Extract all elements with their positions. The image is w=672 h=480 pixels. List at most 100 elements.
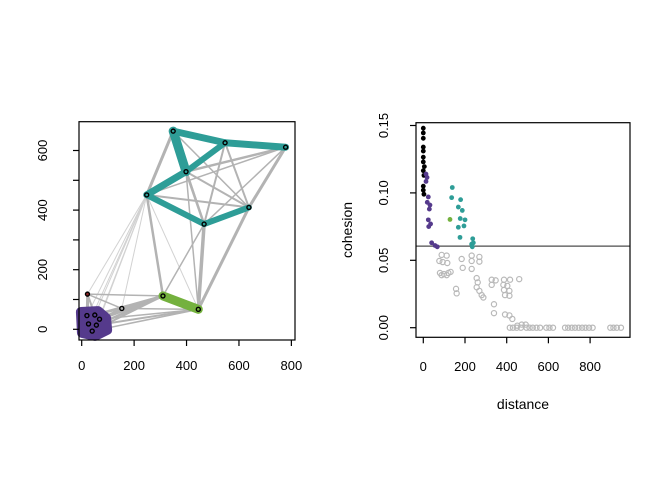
scatter-point-below-threshold xyxy=(613,324,620,331)
scatter-point-cluster-black xyxy=(420,130,426,136)
x-tick-label: 400 xyxy=(176,358,198,373)
scatter-point-cluster-teal xyxy=(458,197,464,203)
y-tick-label: 200 xyxy=(35,259,50,281)
network-edge-gray xyxy=(145,146,287,196)
network-node xyxy=(119,305,125,312)
x-tick-label: 0 xyxy=(78,358,85,373)
network-node xyxy=(84,291,91,297)
scatter-point-below-threshold xyxy=(549,324,557,331)
network-edge-gray xyxy=(95,308,200,327)
network-edge-teal xyxy=(143,168,190,199)
scatter-point-cluster-black xyxy=(421,164,427,170)
scatter-point-below-threshold xyxy=(458,255,465,263)
network-edge-gray xyxy=(196,222,206,312)
network-edge-light xyxy=(95,194,148,326)
x-tick-label: 800 xyxy=(281,358,303,373)
network-edge-light xyxy=(86,194,148,317)
scatter-point-cluster-green xyxy=(447,217,453,222)
network-edge-teal xyxy=(221,139,290,151)
plot-box xyxy=(415,122,631,338)
scatter-point-cluster-purple xyxy=(426,206,432,212)
network-node xyxy=(93,322,100,328)
scatter-point-cluster-purple xyxy=(429,240,435,246)
scatter-point-cluster-black xyxy=(420,154,426,160)
network-edge-gray xyxy=(145,193,165,298)
scatter-point-below-threshold xyxy=(518,321,525,328)
network-node xyxy=(222,140,228,146)
scatter-point-below-threshold xyxy=(543,324,550,331)
network-node xyxy=(282,144,289,150)
x-tick-label: 600 xyxy=(228,358,250,373)
scatter-point-below-threshold xyxy=(506,324,514,331)
scatter-point-cluster-teal xyxy=(459,208,465,213)
network-edge-gray xyxy=(145,129,175,197)
scatter-point-below-threshold xyxy=(492,277,499,284)
network-edge-teal xyxy=(169,127,229,147)
network-edge-gray xyxy=(247,145,288,209)
scatter-point-below-threshold xyxy=(513,324,520,331)
scatter-point-cluster-teal xyxy=(449,195,455,201)
scatter-point-cluster-purple xyxy=(424,174,430,180)
scatter-point-below-threshold xyxy=(561,324,569,331)
scatter-point-below-threshold xyxy=(533,324,540,331)
scatter-point-cluster-black xyxy=(420,135,426,141)
scatter-point-below-threshold xyxy=(488,281,495,289)
scatter-point-below-threshold xyxy=(522,321,529,328)
scatter-point-cluster-teal xyxy=(457,234,463,240)
scatter-point-cluster-teal xyxy=(449,185,455,190)
network-node xyxy=(170,128,176,134)
scatter-point-below-threshold xyxy=(536,324,544,331)
scatter-point-below-threshold xyxy=(443,271,450,279)
scatter-point-below-threshold xyxy=(476,258,483,265)
x-tick-label: 800 xyxy=(579,359,601,374)
scatter-point-below-threshold xyxy=(501,311,509,318)
network-edge-gray xyxy=(224,141,250,209)
scatter-point-below-threshold xyxy=(490,301,498,308)
scatter-point-cluster-black xyxy=(420,168,426,174)
scatter-point-below-threshold xyxy=(436,257,443,265)
network-edge-gray xyxy=(196,205,251,311)
scatter-point-below-threshold xyxy=(610,324,617,331)
scatter-point-cluster-black xyxy=(420,183,426,189)
scatter-point-cluster-black xyxy=(421,191,427,197)
scatter-point-below-threshold xyxy=(480,294,487,301)
scatter-point-below-threshold xyxy=(523,324,530,331)
network-edge-gray xyxy=(185,170,200,311)
network-edge-green xyxy=(158,291,203,314)
network-edge-gray xyxy=(203,146,287,225)
network-node xyxy=(96,316,103,322)
scatter-point-below-threshold xyxy=(585,324,593,331)
network-edge-gray xyxy=(184,170,206,226)
scatter-point-below-threshold xyxy=(444,259,451,267)
scatter-point-below-threshold xyxy=(516,275,523,283)
scatter-point-below-threshold xyxy=(571,324,579,331)
scatter-point-below-threshold xyxy=(490,309,498,317)
scatter-point-cluster-black xyxy=(420,148,426,154)
network-edge-teal xyxy=(183,139,229,175)
scatter-point-below-threshold xyxy=(607,324,614,331)
scatter-point-cluster-purple xyxy=(434,244,440,250)
x-tick-label: 200 xyxy=(454,359,476,374)
network-edge-gray xyxy=(162,223,205,297)
y-tick-label: 0.10 xyxy=(376,180,391,205)
scatter-point-below-threshold xyxy=(500,286,508,294)
scatter-point-below-threshold xyxy=(506,292,513,299)
x-tick-label: 0 xyxy=(420,359,427,374)
scatter-point-cluster-teal xyxy=(462,217,468,223)
x-tick-label: 200 xyxy=(123,358,145,373)
scatter-point-cluster-purple xyxy=(425,217,431,223)
network-edge-gray xyxy=(203,141,227,226)
scatter-point-cluster-black xyxy=(420,125,426,131)
scatter-point-below-threshold xyxy=(568,324,575,331)
y-tick-label: 0 xyxy=(35,326,50,333)
scatter-point-cluster-teal xyxy=(461,223,467,229)
network-node xyxy=(144,192,150,198)
scatter-point-below-threshold xyxy=(468,265,475,273)
scatter-point-below-threshold xyxy=(582,324,589,331)
scatter-point-cluster-black xyxy=(420,159,426,165)
scatter-point-below-threshold xyxy=(578,324,586,331)
y-tick-label: 0.15 xyxy=(376,113,391,138)
scatter-point-cluster-purple xyxy=(426,224,432,230)
network-node xyxy=(246,204,252,211)
